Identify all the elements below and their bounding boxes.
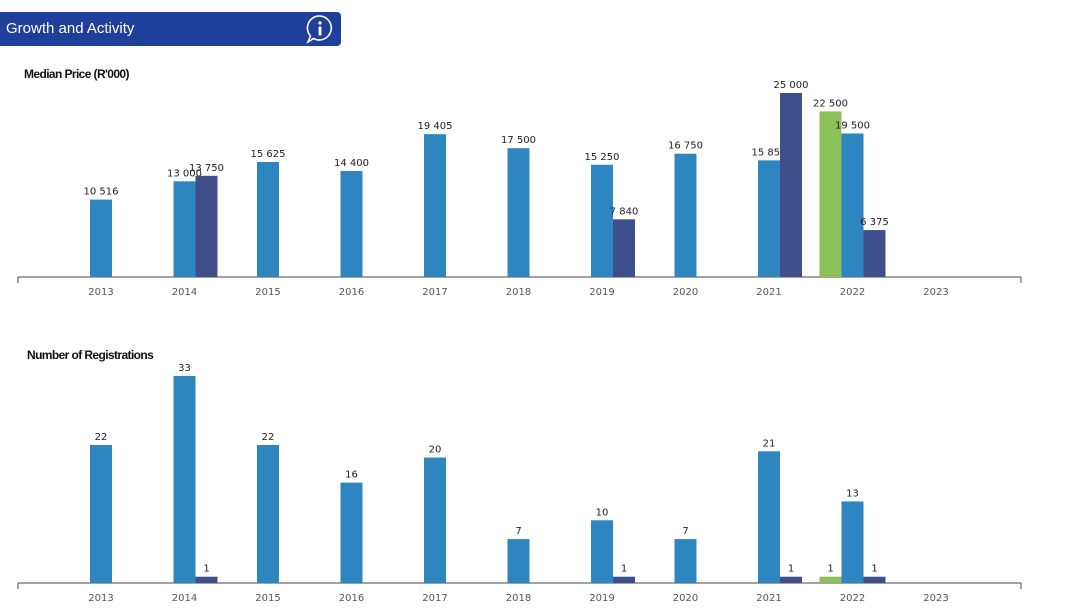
data-label: 15 850 <box>752 147 787 158</box>
x-tick-label: 2021 <box>756 287 781 298</box>
x-tick-label: 2019 <box>589 593 614 604</box>
x-tick-label: 2013 <box>88 593 113 604</box>
chart-title-registrations: Number of Registrations <box>27 348 154 362</box>
x-tick-label: 2015 <box>255 287 280 298</box>
data-label: 7 <box>682 526 688 537</box>
info-icon[interactable] <box>304 14 336 44</box>
x-tick-label: 2023 <box>923 593 948 604</box>
data-label: 7 <box>515 526 521 537</box>
x-tick-label: 2016 <box>339 287 364 298</box>
x-tick-label: 2022 <box>840 287 865 298</box>
bar-2014-a <box>173 376 196 583</box>
bar-2017-a <box>424 457 446 583</box>
bar-2016-a <box>340 171 363 277</box>
bar-2021-b <box>780 93 802 277</box>
bar-2019-b <box>613 219 635 277</box>
x-tick-label: 2018 <box>506 593 531 604</box>
bar-2019-a <box>591 164 613 277</box>
data-label: 6 375 <box>860 217 889 228</box>
x-tick-label: 2017 <box>422 287 447 298</box>
bar-2021-a <box>758 451 780 583</box>
data-label: 16 <box>345 470 358 481</box>
bar-2022-c <box>819 111 842 278</box>
registrations-chart: 2013 2014 2015 2016 2017 2018 2019 2020 2021 2022… <box>17 363 1022 604</box>
bar-2022-b <box>863 576 886 583</box>
bar-2015-a <box>257 162 279 277</box>
data-label: 7 840 <box>610 206 639 217</box>
data-label: 33 <box>178 363 191 374</box>
data-label: 1 <box>871 564 877 575</box>
data-label: 25 000 <box>774 80 809 91</box>
data-label: 14 400 <box>334 158 369 169</box>
x-tick-label: 2020 <box>673 287 698 298</box>
bar-2020-a <box>674 539 697 583</box>
x-tick-label: 2016 <box>339 593 364 604</box>
data-label: 1 <box>827 564 833 575</box>
x-tick-label: 2022 <box>840 593 865 604</box>
bar-2019-a <box>591 520 613 583</box>
bar-2022-c <box>819 576 842 583</box>
bar-2020-a <box>674 153 697 277</box>
data-label: 13 750 <box>189 163 224 174</box>
data-label: 22 <box>95 432 108 443</box>
data-label: 21 <box>763 438 776 449</box>
bar-2021-b <box>780 576 802 583</box>
section-header: Growth and Activity <box>0 12 341 46</box>
section-title: Growth and Activity <box>6 20 135 37</box>
bar-2013-a <box>90 445 112 583</box>
bar-2015-a <box>257 445 279 583</box>
bar-2016-a <box>340 482 363 583</box>
data-label: 22 <box>262 432 275 443</box>
bar-2022-a <box>841 133 864 277</box>
bar-2014-b <box>195 175 218 277</box>
bar-2022-a <box>841 501 864 583</box>
data-label: 15 250 <box>585 152 620 163</box>
x-tick-label: 2021 <box>756 593 781 604</box>
bar-2014-b <box>195 576 218 583</box>
bar-2019-b <box>613 576 635 583</box>
x-tick-label: 2019 <box>589 287 614 298</box>
data-label: 15 625 <box>251 149 286 160</box>
data-label: 1 <box>621 564 627 575</box>
chart-title-median-price: Median Price (R'000) <box>24 67 130 81</box>
bar-2021-a <box>758 160 780 277</box>
data-label: 13 <box>846 488 859 499</box>
data-label: 22 500 <box>813 98 848 109</box>
data-label: 16 750 <box>668 141 703 152</box>
bar-2018-a <box>507 148 530 277</box>
bar-2013-a <box>90 199 112 277</box>
x-tick-label: 2014 <box>172 593 197 604</box>
x-tick-label: 2018 <box>506 287 531 298</box>
data-label: 13 000 <box>167 168 202 179</box>
x-tick-label: 2020 <box>673 593 698 604</box>
data-label: 19 500 <box>835 120 870 131</box>
x-tick-label: 2017 <box>422 593 447 604</box>
median-price-chart: 2013 2014 2015 2016 2017 2018 2019 2020 2021 2022… <box>17 80 1022 298</box>
x-tick-label: 2015 <box>255 593 280 604</box>
data-label: 10 516 <box>84 187 119 198</box>
data-label: 1 <box>788 564 794 575</box>
data-label: 20 <box>429 445 442 456</box>
bar-2017-a <box>424 134 446 277</box>
data-label: 17 500 <box>501 135 536 146</box>
data-label: 19 405 <box>418 121 453 132</box>
x-tick-label: 2023 <box>923 287 948 298</box>
data-label: 10 <box>596 507 609 518</box>
bar-2018-a <box>507 539 530 583</box>
x-tick-label: 2013 <box>88 287 113 298</box>
bar-2014-a <box>173 181 196 277</box>
x-tick-label: 2014 <box>172 287 197 298</box>
data-label: 1 <box>203 564 209 575</box>
bar-2022-b <box>863 230 886 277</box>
